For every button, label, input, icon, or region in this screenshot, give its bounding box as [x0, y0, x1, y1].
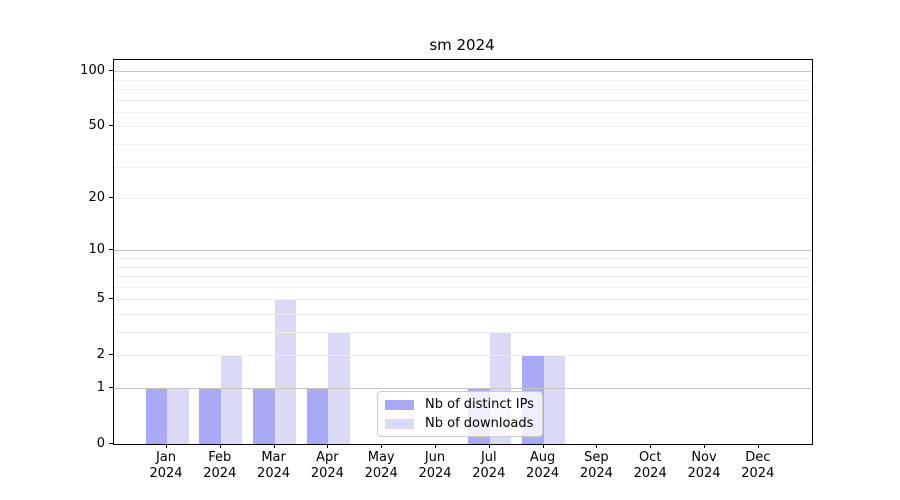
minor-gridline	[114, 126, 812, 128]
major-gridline	[114, 250, 812, 252]
legend-item-downloads: Nb of downloads	[385, 416, 534, 431]
minor-gridline	[114, 313, 812, 315]
bar-downloads-feb	[220, 355, 243, 444]
x-tick-mark	[488, 444, 490, 448]
bar-distinct-ips-mar	[253, 388, 275, 444]
legend-label-downloads: Nb of downloads	[425, 416, 534, 431]
minor-gridline	[114, 144, 812, 146]
y-tick-mark	[109, 354, 113, 356]
x-tick-label: Nov 2024	[687, 450, 721, 481]
minor-gridline	[114, 276, 812, 278]
x-tick-label: Mar 2024	[257, 450, 291, 481]
x-tick-label: Jun 2024	[418, 450, 452, 481]
minor-gridline	[114, 299, 812, 301]
minor-gridline	[114, 99, 812, 101]
minor-gridline	[114, 355, 812, 357]
y-tick-label: 2	[96, 346, 105, 362]
y-tick-mark	[109, 298, 113, 300]
minor-gridline	[114, 266, 812, 268]
y-tick-label: 10	[88, 241, 105, 257]
x-tick-label: May 2024	[364, 450, 398, 481]
x-tick-mark	[542, 444, 544, 448]
bar-downloads-mar	[274, 299, 297, 444]
y-tick-label: 0	[96, 435, 105, 451]
y-tick-label: 50	[88, 117, 105, 133]
minor-gridline	[114, 258, 812, 259]
x-tick-label: Apr 2024	[310, 450, 344, 481]
legend-swatch-downloads	[385, 418, 414, 429]
bar-downloads-jan	[167, 388, 189, 444]
x-tick-mark	[327, 444, 329, 448]
major-gridline	[114, 388, 812, 389]
y-tick-mark	[109, 70, 113, 72]
plot-area	[113, 59, 813, 445]
minor-gridline	[114, 198, 812, 200]
y-tick-mark	[109, 249, 113, 251]
bar-downloads-aug	[543, 355, 566, 444]
legend-item-distinct-ips: Nb of distinct IPs	[385, 397, 534, 412]
x-tick-mark	[757, 444, 759, 448]
x-tick-mark	[166, 444, 167, 448]
legend-swatch-distinct-ips	[385, 399, 414, 410]
bar-distinct-ips-apr	[306, 388, 329, 444]
x-tick-mark	[435, 444, 436, 448]
y-tick-label: 100	[80, 62, 105, 78]
minor-gridline	[114, 111, 812, 113]
y-tick-label: 20	[88, 189, 105, 205]
minor-gridline	[114, 332, 812, 334]
minor-gridline	[114, 286, 812, 288]
x-tick-label: Jan 2024	[149, 450, 183, 481]
minor-gridline	[114, 79, 812, 81]
y-tick-label: 5	[96, 290, 105, 306]
y-tick-mark	[109, 125, 113, 127]
x-tick-label: Dec 2024	[741, 450, 775, 481]
x-tick-mark	[650, 444, 652, 448]
x-tick-mark	[219, 444, 221, 448]
bar-distinct-ips-jan	[145, 388, 167, 444]
minor-gridline	[114, 89, 812, 91]
x-tick-mark	[381, 444, 383, 448]
x-tick-mark	[596, 444, 598, 448]
x-tick-mark	[704, 444, 705, 448]
x-tick-label: Jul 2024	[472, 450, 506, 481]
y-tick-mark	[109, 197, 113, 199]
legend: Nb of distinct IPs Nb of downloads	[377, 391, 543, 437]
x-tick-mark	[273, 444, 275, 448]
x-tick-label: Oct 2024	[633, 450, 667, 481]
bar-distinct-ips-feb	[199, 388, 221, 444]
y-tick-mark	[109, 387, 113, 388]
x-tick-label: Feb 2024	[203, 450, 237, 481]
chart-title: sm 2024	[429, 36, 495, 54]
y-tick-label: 1	[96, 379, 105, 395]
x-tick-label: Sep 2024	[579, 450, 613, 481]
major-gridline	[114, 71, 812, 73]
x-tick-label: Aug 2024	[526, 450, 560, 481]
minor-gridline	[114, 166, 812, 168]
y-tick-mark	[109, 443, 113, 444]
legend-label-distinct-ips: Nb of distinct IPs	[425, 397, 534, 412]
